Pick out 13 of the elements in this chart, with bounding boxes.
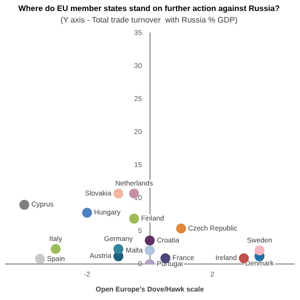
point (176, 224, 186, 234)
point (50, 244, 61, 254)
point (254, 245, 265, 256)
point (144, 235, 155, 246)
point (113, 188, 124, 199)
point (34, 254, 45, 264)
chart-subtitle: (Y axis - Total trade turnover with Russia % GDP) (60, 16, 238, 25)
chart-title: Where do EU member states stand on further action against Russia? (18, 4, 280, 14)
point (129, 214, 140, 224)
point (144, 245, 155, 256)
point (113, 244, 124, 254)
point (82, 208, 92, 218)
point (19, 200, 30, 210)
